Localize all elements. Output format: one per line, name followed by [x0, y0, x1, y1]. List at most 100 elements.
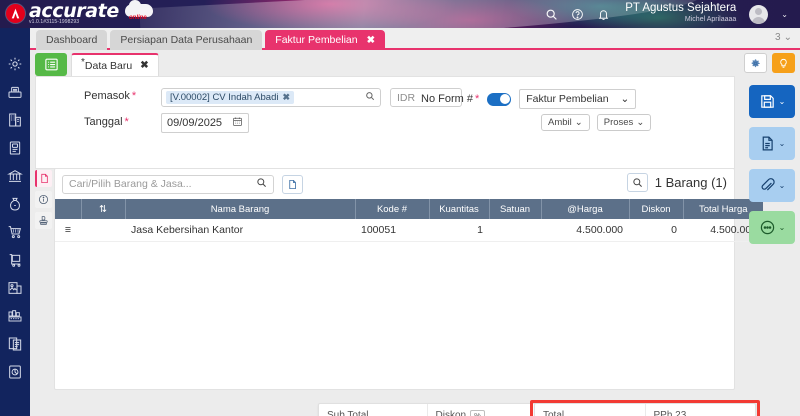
sort-icon: ⇅ — [99, 203, 107, 215]
item-count-label: 1 Barang (1) — [654, 175, 727, 190]
row-kuantitas[interactable]: 1 — [429, 219, 489, 242]
sidebar-item-cash-register[interactable] — [6, 83, 24, 101]
col-satuan[interactable]: Satuan — [489, 199, 542, 219]
tab-dashboard-label: Dashboard — [46, 34, 98, 46]
left-nav-rail — [0, 28, 30, 416]
company-name: PT Agustus Sejahtera — [625, 2, 737, 14]
col-kode[interactable]: Kode # — [355, 199, 430, 219]
save-chevron-down-icon[interactable]: ⌄ — [778, 97, 786, 106]
row-drag-handle-icon[interactable]: ≡ — [55, 219, 81, 242]
sidebar-item-company[interactable] — [6, 111, 24, 129]
row-harga[interactable]: 4.500.000 — [541, 219, 629, 242]
tips-lightbulb-icon[interactable] — [772, 53, 795, 73]
grid-search-icon[interactable] — [626, 173, 648, 192]
account-chevron-down-icon[interactable]: ⌄ — [781, 9, 788, 19]
ambil-button[interactable]: Ambil ⌄ — [541, 114, 590, 131]
tanggal-input[interactable]: 09/09/2025 — [161, 113, 249, 133]
sidebar-item-analytics[interactable] — [6, 363, 24, 381]
tab-dashboard[interactable]: Dashboard — [36, 30, 108, 50]
comment-button[interactable]: ⌄ — [749, 211, 795, 244]
field-pemasok: Pemasok * — [84, 90, 136, 102]
col-diskon[interactable]: Diskon — [629, 199, 684, 219]
document-tab-data-baru[interactable]: * Data Baru ✖ — [71, 53, 159, 76]
attachment-button[interactable]: ⌄ — [749, 169, 795, 202]
calendar-icon[interactable] — [232, 116, 243, 130]
subtotal-label: Sub Total — [327, 410, 369, 416]
pemasok-input[interactable]: [V.00002] CV Indah Abadi ✖ — [161, 88, 381, 107]
form-header-card: Pemasok * [V.00002] CV Indah Abadi ✖ IDR… — [35, 76, 735, 169]
col-harga[interactable]: @Harga — [541, 199, 630, 219]
tab-faktur-pembelian[interactable]: Faktur Pembelian ✖ — [265, 30, 385, 50]
avatar[interactable] — [749, 4, 769, 24]
sidebar-item-book[interactable] — [6, 139, 24, 157]
tab-persiapan-label: Persiapan Data Perusahaan — [120, 34, 253, 46]
line-items-toolbar: Cari/Pilih Barang & Jasa... 1 — [55, 169, 734, 199]
proses-button[interactable]: Proses ⌄ — [596, 114, 652, 131]
app-version: v1.0.1#3115-1998293 — [29, 19, 80, 25]
settings-gear-icon[interactable] — [744, 53, 767, 73]
save-button[interactable]: ⌄ — [749, 85, 795, 118]
pemasok-token-close-icon[interactable]: ✖ — [282, 92, 291, 102]
col-kuantitas[interactable]: Kuantitas — [429, 199, 490, 219]
line-items-table: ⇅ Nama Barang Kode # Kuantitas Satuan @H… — [55, 199, 763, 242]
new-document-icon[interactable] — [282, 174, 303, 194]
comment-chevron-down-icon[interactable]: ⌄ — [778, 223, 786, 232]
document-chevron-down-icon[interactable]: ⌄ — [778, 139, 786, 148]
row-sort-cell — [81, 219, 125, 242]
document-tab-close-icon[interactable]: ✖ — [140, 60, 149, 71]
row-kode[interactable]: 100051 — [355, 219, 429, 242]
table-row[interactable]: ≡ Jasa Kebersihan Kantor 100051 1 4.500.… — [55, 219, 763, 242]
browser-tab-strip: Dashboard Persiapan Data Perusahaan Fakt… — [0, 28, 800, 50]
no-form-required-mark: * — [474, 93, 480, 105]
tab-count-value: 3 — [775, 32, 781, 43]
sidebar-item-reports[interactable] — [6, 335, 24, 353]
sidebar-item-delivery-cart[interactable] — [6, 251, 24, 269]
app-logo: accurate v1.0.1#3115-1998293 online — [6, 0, 153, 25]
chevron-down-icon: ⌄ — [783, 32, 792, 43]
pemasok-search-icon[interactable] — [365, 91, 375, 104]
side-tab-stamp[interactable] — [35, 212, 52, 229]
ambil-label: Ambil — [548, 117, 572, 128]
attachment-chevron-down-icon[interactable]: ⌄ — [778, 181, 786, 190]
col-sort[interactable]: ⇅ — [81, 199, 126, 219]
proses-label: Proses — [603, 117, 634, 128]
percent-badge[interactable]: % — [470, 410, 485, 416]
side-tab-detail-document[interactable] — [35, 170, 52, 187]
subtotal-cell: Sub Total Rp 4.500.000 — [319, 404, 427, 416]
sidebar-item-factory[interactable] — [6, 307, 24, 325]
no-form-toggle[interactable] — [487, 92, 512, 106]
print-document-button[interactable]: ⌄ — [749, 127, 795, 160]
pemasok-token: [V.00002] CV Indah Abadi ✖ — [166, 91, 295, 104]
pemasok-required-mark: * — [131, 90, 137, 102]
tanggal-required-mark: * — [124, 116, 129, 128]
form-type-select[interactable]: Faktur Pembelian ⌄ — [519, 89, 637, 109]
sidebar-item-shopping-cart[interactable] — [6, 223, 24, 241]
item-search-input[interactable]: Cari/Pilih Barang & Jasa... — [62, 174, 274, 194]
help-icon[interactable] — [571, 8, 584, 21]
notification-bell-icon[interactable] — [597, 8, 610, 21]
currency-input[interactable]: IDR — [390, 88, 462, 107]
row-total-harga[interactable]: 4.500.000 — [683, 219, 763, 242]
sidebar-item-inventory[interactable] — [6, 279, 24, 297]
chevron-down-icon: ⌄ — [636, 117, 645, 128]
pemasok-label: Pemasok — [84, 90, 130, 102]
tab-persiapan-data-perusahaan[interactable]: Persiapan Data Perusahaan — [110, 30, 263, 50]
sidebar-item-gear[interactable] — [6, 55, 24, 73]
col-nama-barang[interactable]: Nama Barang — [125, 199, 356, 219]
company-block[interactable]: PT Agustus Sejahtera Michel Aprilaaaa — [625, 2, 737, 25]
search-icon[interactable] — [545, 8, 558, 21]
line-items-summary: 1 Barang (1) — [626, 173, 727, 192]
tab-overflow-counter[interactable]: 3 ⌄ — [775, 32, 792, 43]
tab-close-icon[interactable]: ✖ — [366, 34, 375, 46]
search-icon[interactable] — [256, 177, 267, 191]
row-nama-barang[interactable]: Jasa Kebersihan Kantor — [125, 219, 355, 242]
col-total-harga[interactable]: Total Harga — [683, 199, 763, 219]
chevron-down-icon: ⌄ — [620, 93, 630, 105]
row-diskon[interactable]: 0 — [629, 219, 683, 242]
col-handle — [55, 199, 82, 219]
side-tab-info[interactable] — [35, 191, 52, 208]
sidebar-item-bank[interactable] — [6, 167, 24, 185]
list-view-button[interactable] — [35, 53, 67, 76]
sidebar-item-money-bag[interactable] — [6, 195, 24, 213]
row-satuan[interactable] — [489, 219, 541, 242]
